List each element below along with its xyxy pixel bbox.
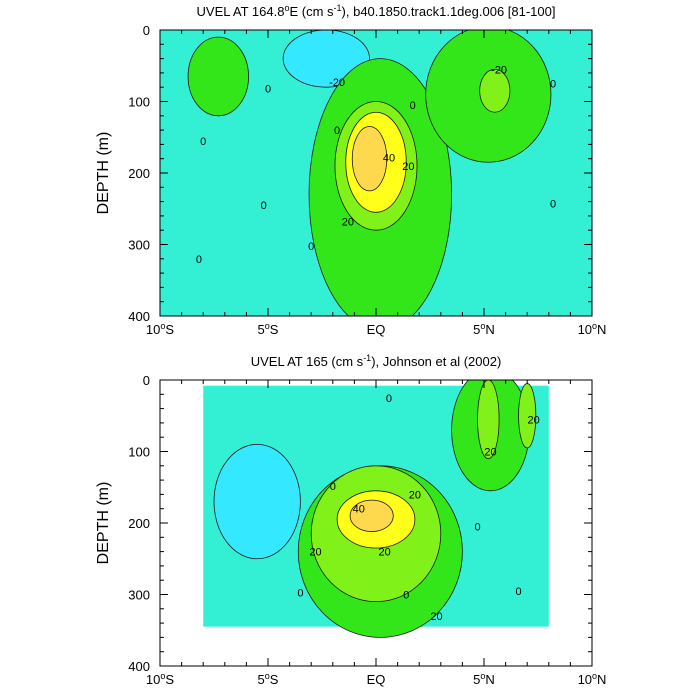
contour-label: 40 (383, 152, 395, 164)
y-tick-label: 300 (128, 588, 150, 603)
y-tick-label: 100 (128, 445, 150, 460)
contour-field (160, 30, 592, 316)
y-tick-label: 200 (128, 166, 150, 181)
contour-label: 0 (200, 136, 206, 148)
x-tick-label: 5oN (473, 671, 495, 687)
x-tick-label: 5oN (473, 321, 495, 337)
x-tick-label: 10oN (578, 671, 607, 687)
contour-band (479, 68, 511, 113)
contour-labels: -20 -20 40 20 20 0 0 0 0 0 0 0 0 0 (196, 64, 556, 265)
panel-title: UVEL AT 164.8oE (cm s-1), b40.1850.track… (197, 3, 556, 19)
contour-label: 20 (402, 161, 414, 173)
y-tick-label: 400 (128, 659, 150, 674)
y-axis-label: DEPTH (m) (95, 132, 112, 215)
contour-band (349, 499, 394, 532)
contour-labels: 40 20 20 20 20 20 20 0 0 0 0 0 0 (297, 393, 539, 623)
contour-label: -20 (329, 77, 345, 89)
y-tick-label: 400 (128, 309, 150, 324)
y-tick-label: 0 (143, 373, 150, 388)
x-tick-label: 5oS (258, 671, 279, 687)
y-tick-label: 200 (128, 516, 150, 531)
x-tick-label: 5oS (258, 321, 279, 337)
contour-band (187, 36, 249, 117)
x-tick-label: EQ (367, 672, 386, 687)
contour-field (203, 380, 549, 638)
x-tick-label: 10oN (578, 321, 607, 337)
contour-label: -20 (491, 64, 507, 76)
contour-label: 20 (528, 414, 540, 426)
x-tick-label: 10oS (146, 671, 174, 687)
contour-label: 20 (430, 611, 442, 623)
contour-label: 40 (353, 504, 365, 516)
contour-label: 0 (330, 481, 336, 493)
contour-band (477, 380, 500, 460)
panel-title: UVEL AT 165 (cm s-1), Johnson et al (200… (251, 353, 502, 369)
contour-band (213, 443, 301, 560)
y-tick-label: 0 (143, 23, 150, 38)
x-tick-label: 10oS (146, 321, 174, 337)
contour-band (351, 126, 388, 192)
contour-label: 0 (308, 241, 314, 253)
contour-label: 0 (550, 199, 556, 211)
x-tick-label: EQ (367, 322, 386, 337)
contour-label: 20 (409, 489, 421, 501)
contour-label: 20 (379, 547, 391, 559)
contour-label: 0 (474, 522, 480, 534)
contour-label: 0 (265, 84, 271, 96)
contour-label: 0 (261, 200, 267, 212)
contour-label: 0 (550, 79, 556, 91)
contour-label: 0 (297, 587, 303, 599)
contour-label: 0 (334, 125, 340, 137)
y-axis-label: DEPTH (m) (95, 482, 112, 565)
model-section-panel: UVEL AT 164.8oE (cm s-1), b40.1850.track… (95, 3, 606, 337)
contour-label: 20 (309, 547, 321, 559)
y-tick-label: 300 (128, 238, 150, 253)
contour-label: 0 (410, 100, 416, 112)
contour-label: 0 (403, 590, 409, 602)
contour-label: 0 (515, 586, 521, 598)
contour-label: 0 (386, 393, 392, 405)
contour-label: 20 (484, 447, 496, 459)
y-tick-label: 100 (128, 95, 150, 110)
contour-label: 20 (342, 217, 354, 229)
observation-section-panel: UVEL AT 165 (cm s-1), Johnson et al (200… (95, 353, 606, 687)
contour-label: 0 (196, 254, 202, 266)
